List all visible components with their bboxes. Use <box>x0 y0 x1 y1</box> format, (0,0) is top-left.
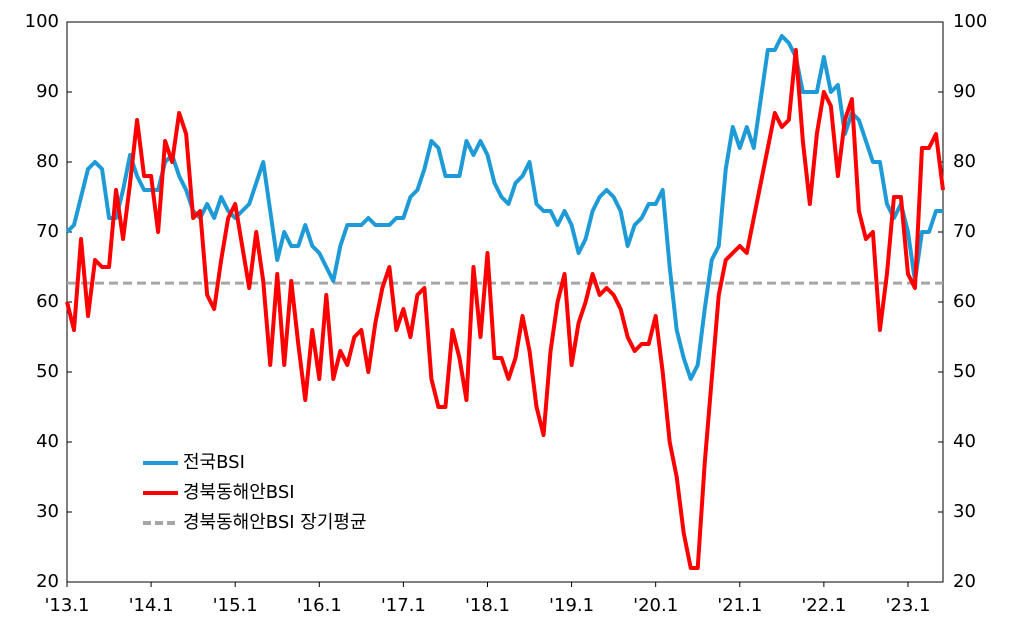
y-tick-label: 40 <box>36 431 59 452</box>
x-tick-label: '18.1 <box>465 595 510 616</box>
series-line <box>65 34 943 381</box>
legend-label: 경북동해안BSI <box>183 482 295 503</box>
y-tick-label: 70 <box>36 221 59 242</box>
x-tick-label: '22.1 <box>801 595 846 616</box>
y-tick-label: 50 <box>36 361 59 382</box>
x-tick-label: '16.1 <box>297 595 342 616</box>
y2-tick-label: 20 <box>953 571 976 592</box>
y-tick-label: 100 <box>25 11 59 32</box>
x-tick-label: '21.1 <box>717 595 762 616</box>
legend-label: 전국BSI <box>183 452 245 473</box>
x-tick-label: '19.1 <box>549 595 594 616</box>
x-tick-label: '17.1 <box>381 595 426 616</box>
y2-tick-label: 40 <box>953 431 976 452</box>
y2-tick-label: 30 <box>953 501 976 522</box>
y-tick-label: 20 <box>36 571 59 592</box>
x-tick-label: '23.1 <box>885 595 930 616</box>
x-tick-label: '15.1 <box>213 595 258 616</box>
x-tick-label: '14.1 <box>129 595 174 616</box>
y2-tick-label: 70 <box>953 221 976 242</box>
y2-tick-label: 80 <box>953 151 976 172</box>
legend-label: 경북동해안BSI 장기평균 <box>183 512 367 533</box>
y-tick-label: 80 <box>36 151 59 172</box>
series-line <box>65 48 945 570</box>
x-tick-label: '13.1 <box>44 595 89 616</box>
y-tick-label: 30 <box>36 501 59 522</box>
y-tick-label: 90 <box>36 81 59 102</box>
y2-tick-label: 50 <box>953 361 976 382</box>
y2-tick-label: 100 <box>953 11 987 32</box>
x-tick-label: '20.1 <box>633 595 678 616</box>
y-tick-label: 60 <box>36 291 59 312</box>
y2-tick-label: 90 <box>953 81 976 102</box>
y2-tick-label: 60 <box>953 291 976 312</box>
